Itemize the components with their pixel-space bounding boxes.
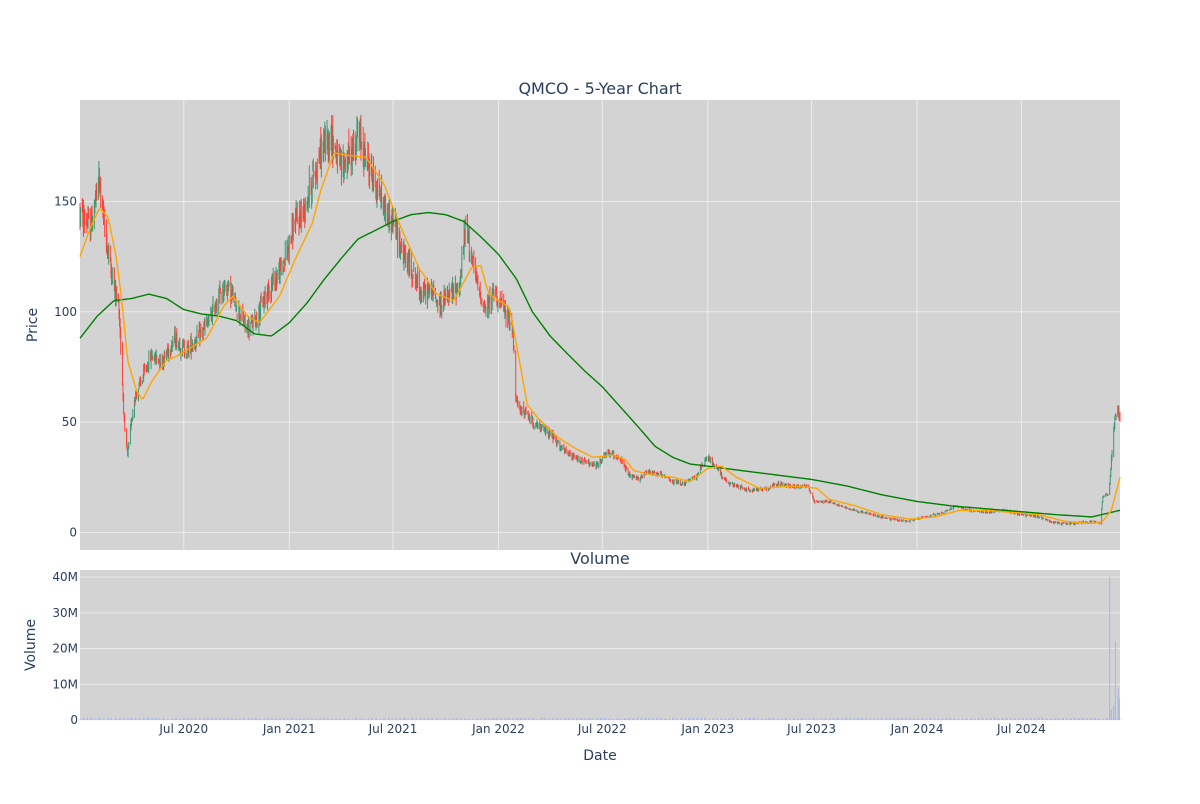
date-tick-label: Jul 2023: [786, 722, 836, 736]
date-tick-label: Jul 2020: [158, 722, 208, 736]
volume-plot-area: [80, 570, 1120, 720]
long-moving-average-line: [79, 211, 1121, 518]
date-tick-label: Jan 2024: [890, 722, 944, 736]
date-tick-label: Jan 2022: [471, 722, 525, 736]
price-tick-label: 0: [69, 525, 77, 539]
volume-tick-label: 10M: [52, 677, 78, 691]
date-tick-label: Jul 2021: [368, 722, 418, 736]
price-chart-title: QMCO - 5-Year Chart: [518, 79, 681, 98]
price-axis-label: Price: [25, 308, 41, 342]
price-tick-label: 100: [54, 305, 77, 319]
volume-chart-title: Volume: [570, 549, 630, 568]
price-tick-label: 50: [62, 415, 77, 429]
date-tick-label: Jul 2022: [577, 722, 627, 736]
volume-tick-label: 40M: [52, 570, 78, 584]
price-panel: 0 50 100 150: [54, 100, 1121, 550]
short-moving-average-line: [79, 152, 1121, 525]
volume-tick-label: 0: [70, 713, 78, 727]
date-tick-label: Jul 2024: [996, 722, 1046, 736]
volume-tick-label: 30M: [52, 606, 78, 620]
volume-axis-label: Volume: [23, 619, 39, 671]
price-tick-label: 150: [54, 194, 77, 208]
date-axis-label: Date: [583, 748, 616, 764]
date-tick-label: Jan 2021: [262, 722, 316, 736]
date-tick-label: Jan 2023: [680, 722, 734, 736]
volume-bar-series: [79, 577, 1121, 720]
volume-panel: 0 10M 20M 30M 40M Jul 2020 Jan 2021 Jul 2021 Jan…: [52, 570, 1121, 736]
candlestick-series: [79, 114, 1121, 526]
volume-tick-label: 20M: [52, 642, 78, 656]
price-plot-area: [80, 100, 1120, 550]
